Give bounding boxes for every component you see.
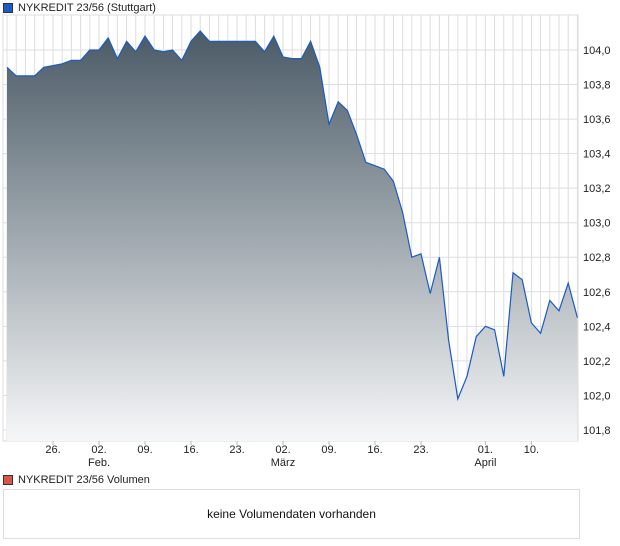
price-line (6, 30, 578, 402)
x-tick-month-label: April (474, 457, 496, 469)
y-tick-label: 102,2 (583, 356, 611, 368)
y-tick-label: 101,8 (583, 425, 611, 437)
y-tick-label: 102,8 (583, 252, 611, 264)
y-tick-label: 103,4 (583, 149, 611, 161)
x-tick-label: 16. (183, 444, 198, 456)
y-tick-label: 103,8 (583, 80, 611, 92)
price-area (7, 31, 578, 442)
y-tick-label: 104,0 (583, 45, 611, 57)
price-legend: NYKREDIT 23/56 (Stuttgart) (3, 2, 156, 14)
x-tick-label: 01. (478, 444, 493, 456)
x-tick-label: 09. (137, 444, 152, 456)
x-tick-label: 23. (229, 444, 244, 456)
legend-label: NYKREDIT 23/56 (Stuttgart) (18, 2, 156, 14)
y-tick-label: 103,2 (583, 183, 611, 195)
price-chart: 101,8 102,0 102,2 102,4 102,6 102,8 103,0 103,2… (2, 14, 611, 469)
x-tick-label: 23. (413, 444, 428, 456)
y-tick-label: 103,6 (583, 114, 611, 126)
x-tick-label: 26. (45, 444, 60, 456)
y-tick-label: 102,6 (583, 287, 611, 299)
x-tick-label: 10. (524, 444, 539, 456)
x-tick-month-label: Feb. (88, 457, 110, 469)
legend-swatch (3, 475, 13, 485)
y-tick-label: 103,0 (583, 218, 611, 230)
y-tick-label: 102,0 (583, 390, 611, 402)
x-tick-month-label: März (271, 457, 295, 469)
x-tick-label: 16. (367, 444, 382, 456)
y-tick-label: 102,4 (583, 321, 611, 333)
volume-legend-label: NYKREDIT 23/56 Volumen (18, 474, 150, 486)
legend-swatch (3, 3, 13, 13)
x-tick-label: 09. (321, 444, 336, 456)
volume-legend: NYKREDIT 23/56 Volumen (3, 474, 150, 486)
x-tick-label: 02. (91, 444, 106, 456)
volume-message: keine Volumendaten vorhanden (207, 507, 376, 521)
volume-panel: keine Volumendaten vorhanden (3, 489, 580, 539)
x-tick-label: 02. (275, 444, 290, 456)
